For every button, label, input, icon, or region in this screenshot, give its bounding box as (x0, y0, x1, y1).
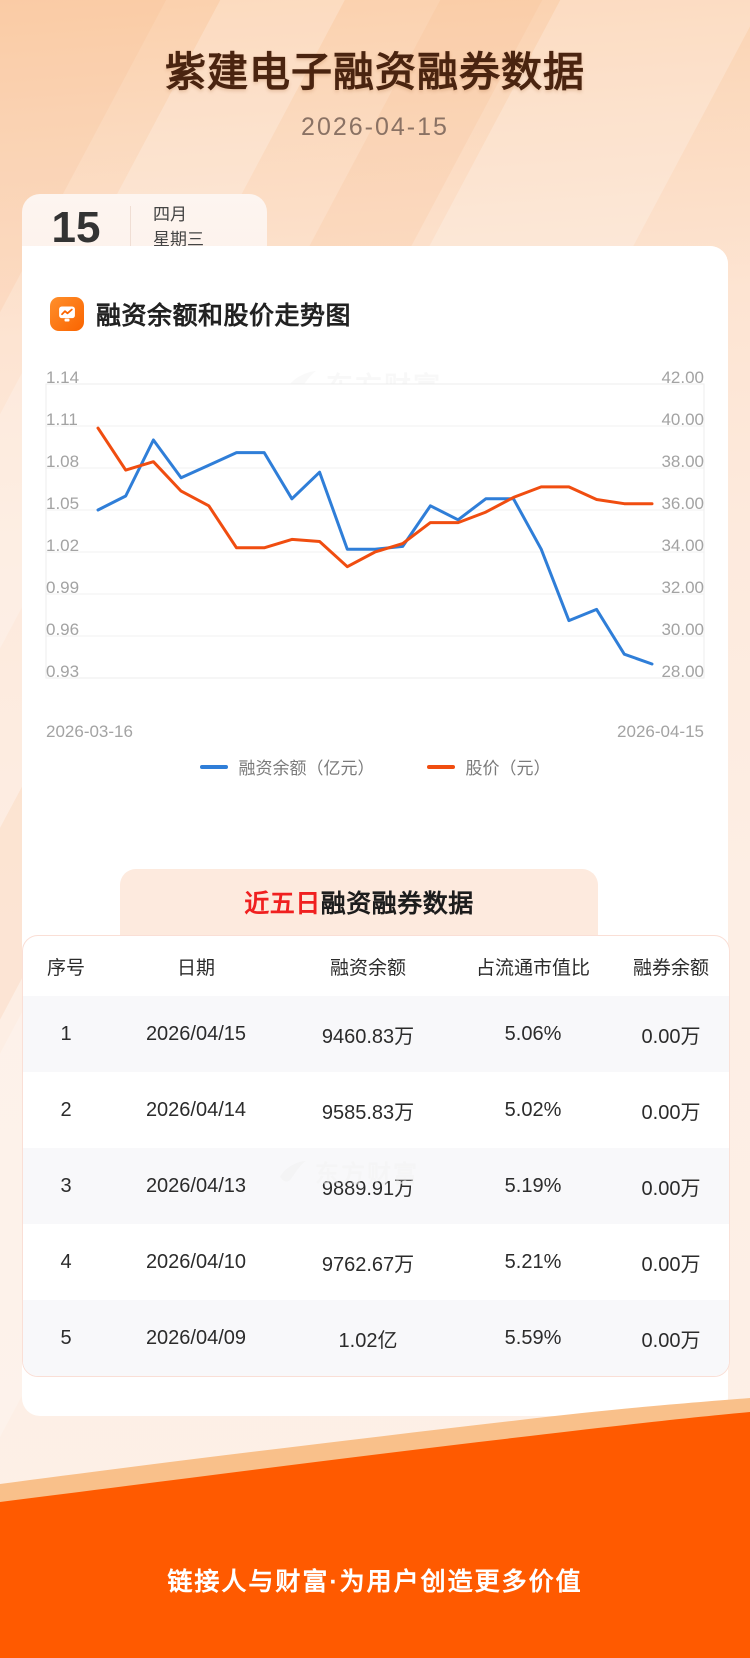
y-axis-left-tick: 0.96 (46, 620, 80, 639)
legend-swatch-margin (199, 764, 228, 769)
chart-card: 融资余额和股价走势图 东方财富 1.14 1.11 1.08 1.05 1.02… (22, 246, 728, 846)
column-header-date: 日期 (176, 957, 215, 979)
x-axis-start-label: 2026-03-16 (46, 722, 133, 741)
cell-date: 2026/04/14 (145, 1098, 247, 1121)
y-axis-right-tick: 28.00 (661, 662, 704, 681)
y-axis-left-tick: 1.11 (46, 410, 78, 429)
y-axis-right-tick: 34.00 (661, 536, 704, 555)
table-title-rest: 融资融券数据 (320, 890, 474, 918)
y-axis-right-tick: 30.00 (661, 620, 704, 639)
cell-pct-of-float: 5.19% (504, 1174, 562, 1197)
cell-short-balance: 0.00万 (641, 1177, 701, 1200)
table-title: 近五日融资融券数据 (244, 884, 474, 920)
chart-svg (45, 383, 705, 679)
y-axis-right-tick: 32.00 (661, 578, 704, 597)
page-title: 紫建电子融资融券数据 (165, 49, 585, 95)
y-axis-left-tick: 1.02 (46, 536, 80, 555)
poster-header: 紫建电子融资融券数据 2026-04-15 (0, 0, 750, 142)
cell-pct-of-float: 5.06% (504, 1022, 562, 1045)
x-axis-end-label: 2026-04-15 (617, 722, 704, 741)
y-axis-left-tick: 1.08 (46, 452, 80, 471)
column-header-no: 序号 (46, 957, 85, 979)
cell-no: 4 (60, 1250, 72, 1273)
column-header-pct-of-float: 占流通市值比 (475, 957, 590, 979)
table-header-row: 序号 日期 融资余额 占流通市值比 融券余额 (23, 936, 729, 996)
cell-margin-balance: 9889.91万 (321, 1177, 415, 1200)
cell-pct-of-float: 5.02% (504, 1098, 562, 1121)
column-header-short-balance: 融券余额 (632, 957, 709, 979)
cell-short-balance: 0.00万 (641, 1329, 701, 1352)
footer: 链接人与财富·为用户创造更多价值 (0, 1398, 750, 1658)
cell-margin-balance: 9460.83万 (321, 1025, 415, 1048)
legend-item-price: 股价（元） (426, 754, 551, 779)
date-badge-month: 四月 (153, 205, 187, 225)
table-title-highlight: 近五日 (244, 890, 321, 918)
chart-series-price (96, 426, 654, 569)
y-axis-right-tick: 42.00 (661, 368, 704, 387)
y-axis-left-tick: 0.93 (46, 662, 80, 681)
cell-short-balance: 0.00万 (641, 1101, 701, 1124)
chart-series-margin (96, 438, 654, 666)
y-axis-right-tick: 36.00 (661, 494, 704, 513)
cell-short-balance: 0.00万 (641, 1025, 701, 1048)
chart-legend: 融资余额（亿元） 股价（元） (22, 754, 728, 779)
y-axis-left-tick: 0.99 (46, 578, 80, 597)
legend-label-margin: 融资余额（亿元） (238, 759, 375, 778)
cell-pct-of-float: 5.21% (504, 1250, 562, 1273)
table-row[interactable]: 4 2026/04/10 9762.67万 5.21% 0.00万 (23, 1224, 729, 1300)
chart-card-header: 融资余额和股价走势图 (22, 246, 728, 332)
cell-date: 2026/04/15 (145, 1022, 247, 1045)
legend-item-margin: 融资余额（亿元） (199, 754, 375, 779)
table-card: 近五日融资融券数据 序号 日期 融资余额 占流通市值比 融券余额 1 2026/… (22, 869, 730, 1395)
legend-swatch-price (426, 764, 455, 769)
date-badge-weekday: 星期三 (153, 230, 204, 249)
chart-plot-area: 东方财富 1.14 1.11 1.08 1.05 1.02 0.99 0.96 … (22, 362, 728, 782)
footer-slogan: 链接人与财富·为用户创造更多价值 (167, 1568, 583, 1596)
chart-title: 融资余额和股价走势图 (96, 302, 352, 330)
y-axis-left-tick: 1.05 (46, 494, 80, 513)
table-row[interactable]: 2 2026/04/14 9585.83万 5.02% 0.00万 (23, 1072, 729, 1148)
cell-margin-balance: 9585.83万 (321, 1101, 415, 1124)
cell-date: 2026/04/10 (145, 1250, 247, 1273)
y-axis-left-tick: 1.14 (46, 368, 80, 387)
cell-date: 2026/04/13 (145, 1174, 247, 1197)
cell-no: 3 (60, 1174, 72, 1197)
cell-no: 2 (60, 1098, 72, 1121)
cell-date: 2026/04/09 (145, 1326, 247, 1349)
table-row[interactable]: 1 2026/04/15 9460.83万 5.06% 0.00万 (23, 996, 729, 1072)
y-axis-right-tick: 40.00 (661, 410, 704, 429)
table-row[interactable]: 5 2026/04/09 1.02亿 5.59% 0.00万 (23, 1300, 729, 1376)
y-axis-right-tick: 38.00 (661, 452, 704, 471)
cell-margin-balance: 9762.67万 (321, 1253, 415, 1276)
cell-margin-balance: 1.02亿 (338, 1329, 398, 1352)
footer-wave (0, 1398, 750, 1658)
chart-monitor-icon (50, 297, 84, 331)
cell-short-balance: 0.00万 (641, 1253, 701, 1276)
cell-no: 5 (60, 1326, 72, 1349)
column-header-margin-balance: 融资余额 (329, 957, 406, 979)
legend-label-price: 股价（元） (465, 759, 551, 778)
cell-pct-of-float: 5.59% (504, 1326, 562, 1349)
date-badge-divider (130, 206, 131, 250)
table-title-pill: 近五日融资融券数据 (120, 869, 598, 935)
data-table: 序号 日期 融资余额 占流通市值比 融券余额 1 2026/04/15 9460… (22, 935, 730, 1377)
table-row[interactable]: 3 2026/04/13 9889.91万 5.19% 0.00万 (23, 1148, 729, 1224)
cell-no: 1 (60, 1022, 72, 1045)
page-subtitle-date: 2026-04-15 (301, 113, 449, 142)
date-badge-day: 15 (51, 203, 101, 252)
